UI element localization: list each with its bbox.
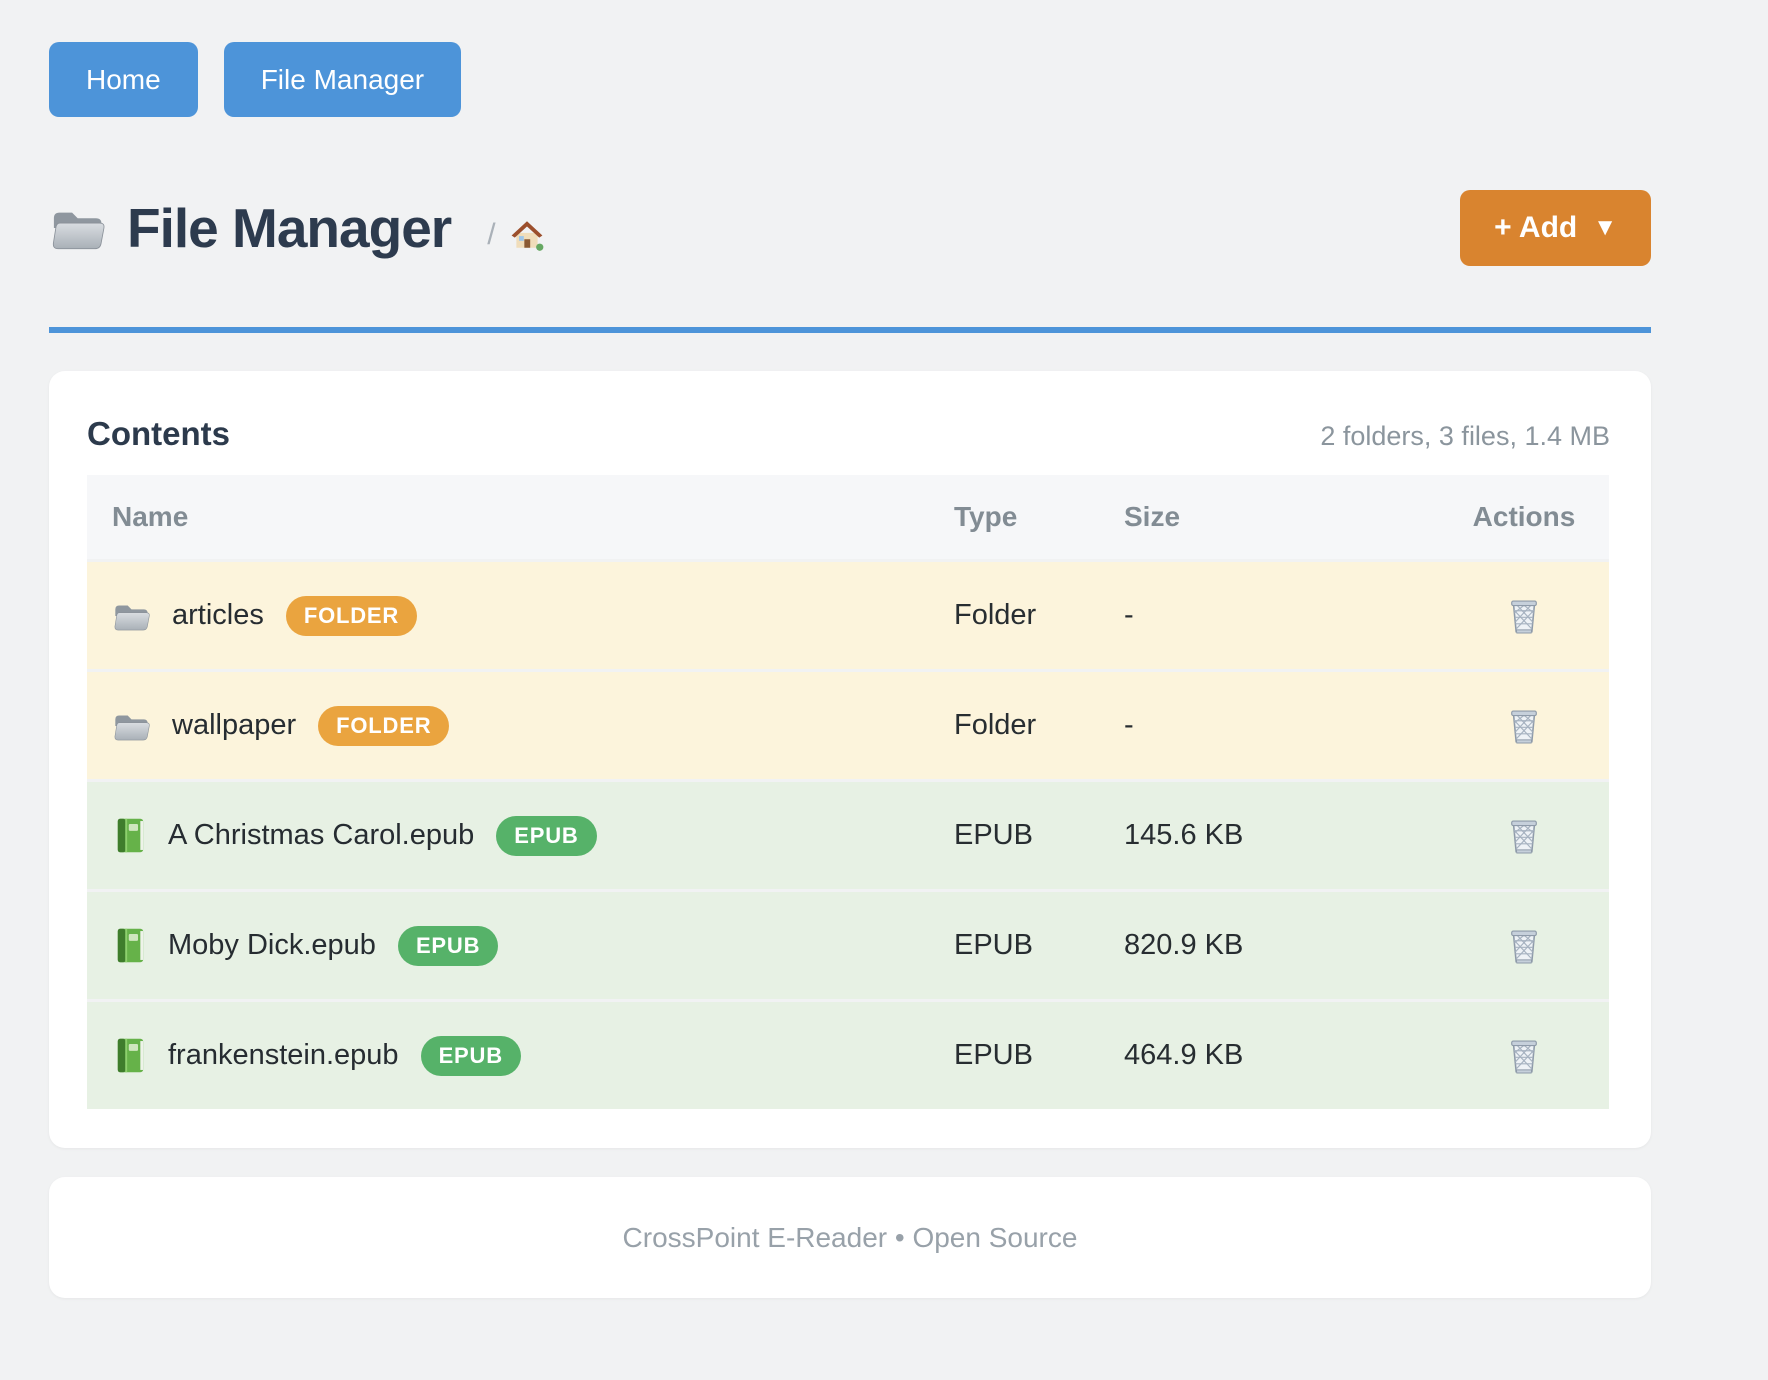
folder-badge: FOLDER [318,705,450,746]
item-size: - [1124,709,1134,741]
row-actions [1439,1036,1609,1076]
caret-down-icon: ▼ [1593,214,1617,241]
open-folder-icon [49,204,105,252]
file-link-frankenstein[interactable]: frankenstein.epub EPUB [87,1035,954,1076]
page-container: Home File Manager File Manager / + Add ▼… [49,0,1651,1298]
table-header-row: Name Type Size Actions [87,475,1609,559]
item-name: frankenstein.epub [168,1039,399,1071]
item-name: wallpaper [172,709,297,741]
epub-badge: EPUB [397,925,499,966]
page-title: File Manager [127,197,452,259]
table-row: A Christmas Carol.epub EPUB EPUB 145.6 K… [87,779,1609,889]
green-book-icon [115,817,146,854]
item-type: EPUB [954,819,1033,851]
epub-badge: EPUB [420,1035,521,1076]
green-book-icon [115,927,146,964]
open-folder-icon [112,600,150,632]
file-manager-button[interactable]: File Manager [223,42,462,117]
item-type: EPUB [954,1039,1033,1071]
files-table: Name Type Size Actions articles FOLDER F… [87,475,1609,1109]
contents-summary: 2 folders, 3 files, 1.4 MB [1320,421,1610,451]
item-name: A Christmas Carol.epub [168,819,475,851]
item-type: Folder [954,599,1037,631]
epub-badge: EPUB [496,815,597,856]
top-nav: Home File Manager [49,0,1651,117]
column-header-name: Name [112,501,189,532]
column-header-type: Type [954,501,1018,532]
breadcrumb-separator: / [487,218,496,251]
row-actions [1439,816,1609,856]
item-size: 145.6 KB [1124,819,1244,851]
wastebasket-icon [1507,926,1541,966]
table-row: frankenstein.epub EPUB EPUB 464.9 KB [87,999,1609,1109]
file-link-moby-dick[interactable]: Moby Dick.epub EPUB [87,925,954,966]
footer-text: CrossPoint E-Reader • Open Source [622,1221,1078,1253]
contents-card-header: Contents 2 folders, 3 files, 1.4 MB [87,415,1610,453]
row-actions [1439,926,1609,966]
item-name: Moby Dick.epub [168,929,376,961]
wastebasket-icon [1507,596,1541,636]
home-button[interactable]: Home [49,42,198,117]
table-row: articles FOLDER Folder - [87,559,1609,669]
page-header: File Manager / + Add ▼ [49,190,1651,266]
column-header-size: Size [1124,501,1181,532]
wastebasket-icon [1507,816,1541,856]
house-icon [510,218,544,252]
delete-button[interactable] [1507,816,1541,856]
wastebasket-icon [1507,1036,1541,1076]
wastebasket-icon [1507,706,1541,746]
table-row: Moby Dick.epub EPUB EPUB 820.9 KB [87,889,1609,999]
delete-button[interactable] [1507,1036,1541,1076]
item-size: - [1124,599,1134,631]
add-button-label: + Add [1494,211,1578,244]
item-type: Folder [954,709,1037,741]
item-size: 464.9 KB [1124,1039,1244,1071]
folder-link-wallpaper[interactable]: wallpaper FOLDER [87,705,954,746]
item-type: EPUB [954,929,1033,961]
add-button[interactable]: + Add ▼ [1460,190,1651,266]
delete-button[interactable] [1507,926,1541,966]
file-link-christmas-carol[interactable]: A Christmas Carol.epub EPUB [87,815,954,856]
footer: CrossPoint E-Reader • Open Source [49,1177,1651,1298]
breadcrumb: / [487,218,543,252]
delete-button[interactable] [1507,596,1541,636]
contents-heading: Contents [87,415,230,452]
table-row: wallpaper FOLDER Folder - [87,669,1609,779]
open-folder-icon [112,710,150,742]
contents-card: Contents 2 folders, 3 files, 1.4 MB Name… [49,371,1651,1148]
row-actions [1439,706,1609,746]
folder-badge: FOLDER [285,595,418,636]
delete-button[interactable] [1507,706,1541,746]
item-name: articles [172,599,264,631]
item-size: 820.9 KB [1124,929,1244,961]
row-actions [1439,596,1609,636]
header-divider [49,327,1651,333]
folder-link-articles[interactable]: articles FOLDER [87,595,954,636]
green-book-icon [115,1037,146,1074]
column-header-actions: Actions [1472,501,1576,532]
breadcrumb-home-link[interactable] [510,218,544,252]
